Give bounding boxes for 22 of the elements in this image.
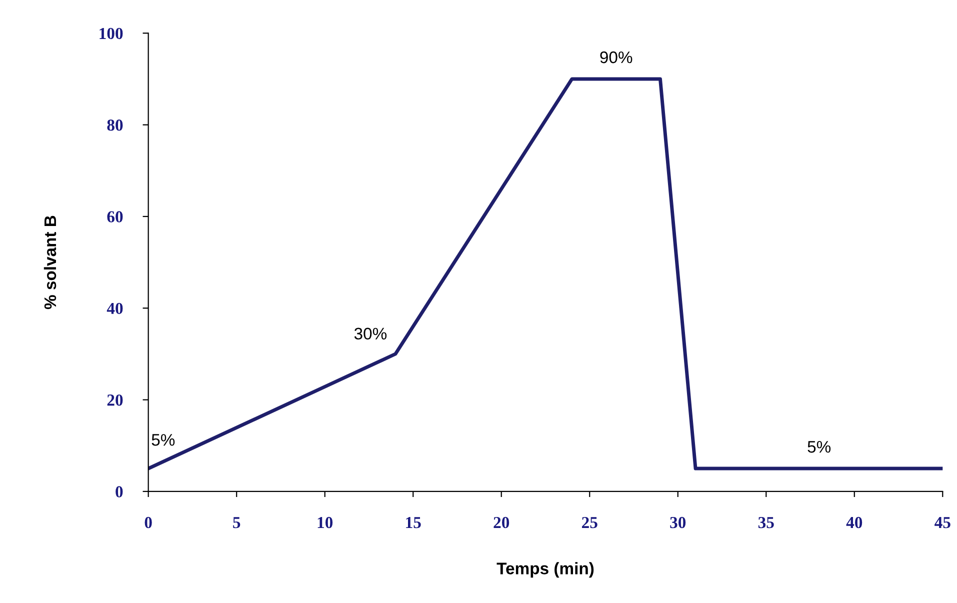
y-tick-label: 60 <box>107 211 123 222</box>
y-tick-label: 100 <box>100 28 123 40</box>
y-tick-label: 80 <box>107 120 123 131</box>
x-tick-label: 5 <box>233 517 240 528</box>
x-tick-label: 20 <box>494 516 510 528</box>
x-tick-label: 0 <box>144 516 152 528</box>
y-tick-label: 20 <box>107 394 123 406</box>
x-tick-label: 40 <box>846 516 862 528</box>
x-tick-label: 35 <box>758 516 774 528</box>
annotation: 30% <box>354 328 387 340</box>
x-tick-label: 45 <box>934 517 950 528</box>
y-tick-label: 0 <box>116 486 123 498</box>
x-axis-title: Temps (min) <box>496 562 594 578</box>
annotation: 90% <box>600 51 632 64</box>
annotation: 5% <box>808 441 831 453</box>
x-tick-label: 25 <box>582 516 598 528</box>
y-axis-title: % solvant B <box>44 216 56 310</box>
x-tick-label: 15 <box>406 517 421 528</box>
x-tick-label: 10 <box>318 516 333 528</box>
annotation: 5% <box>152 434 175 446</box>
y-tick-label: 40 <box>106 302 123 314</box>
x-tick-label: 30 <box>670 516 686 528</box>
